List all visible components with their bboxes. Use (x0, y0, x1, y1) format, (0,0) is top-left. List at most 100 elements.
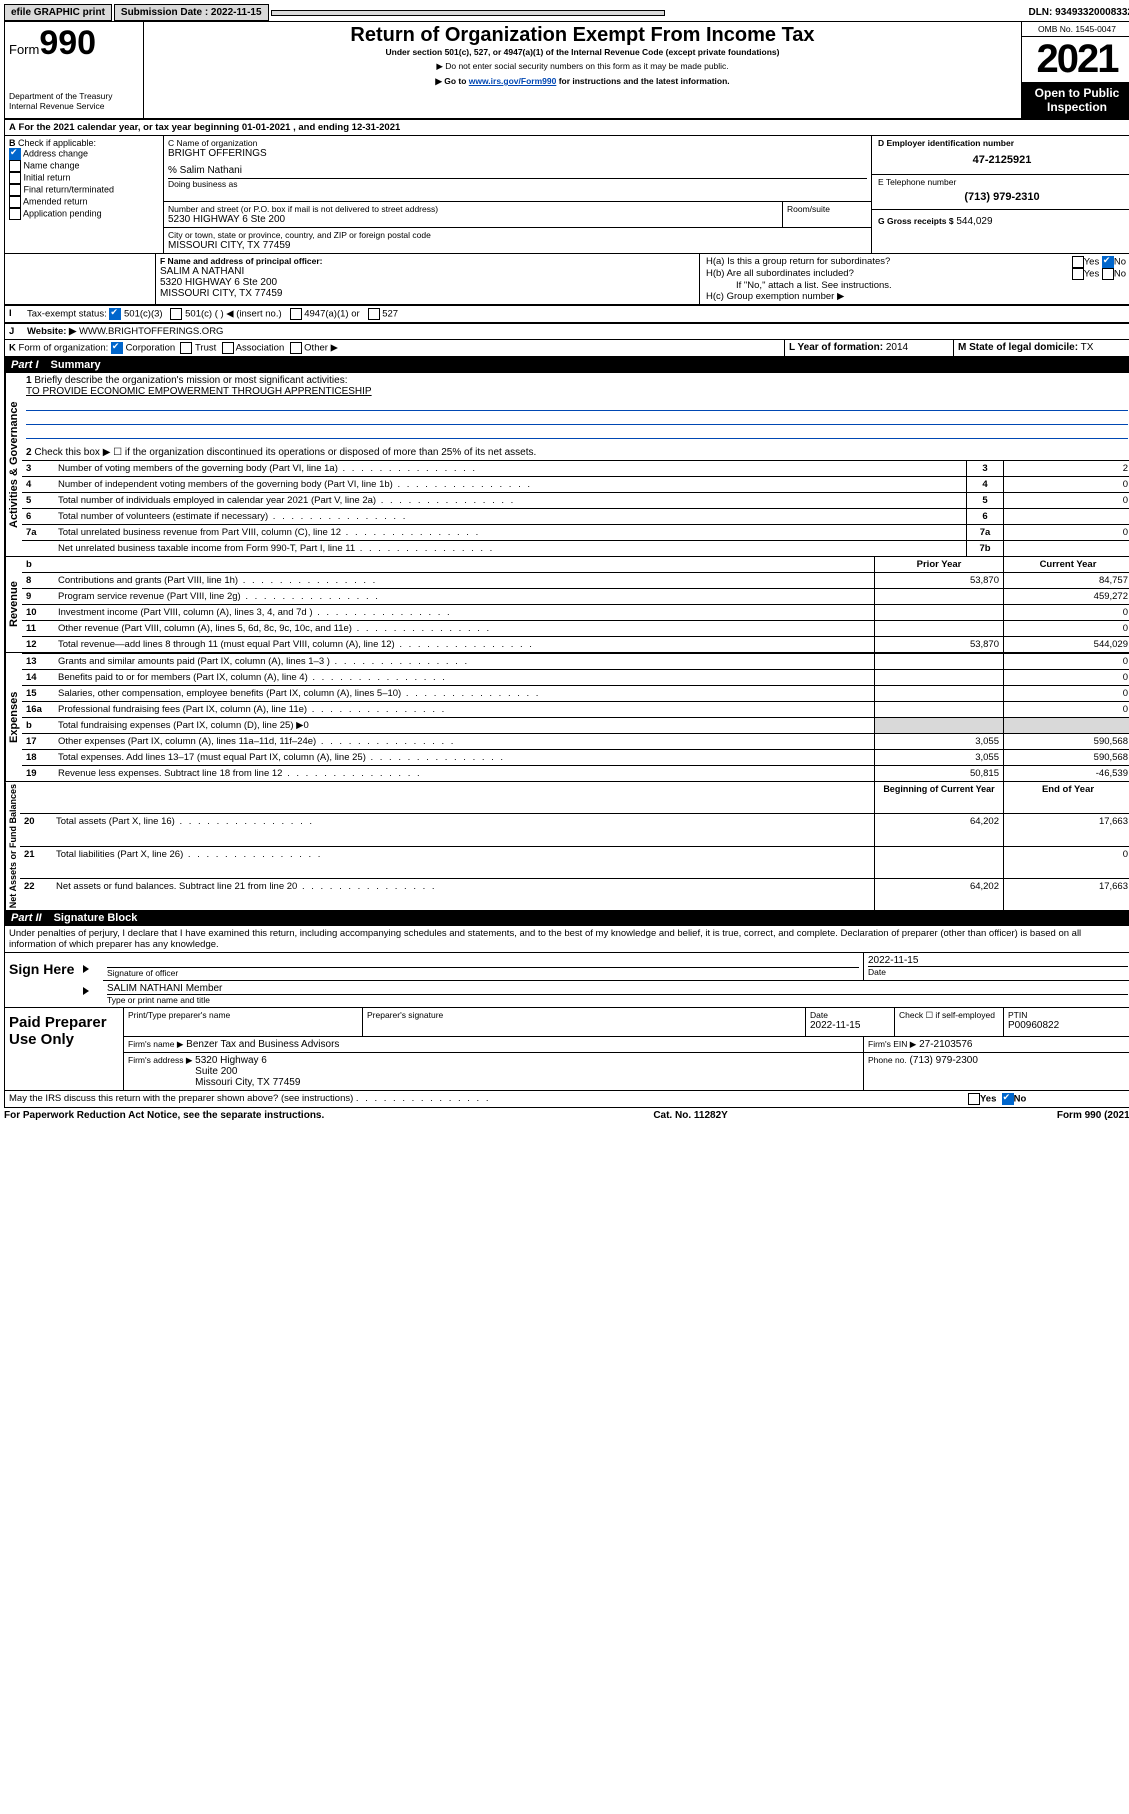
col-d-right: D Employer identification number 47-2125… (871, 136, 1129, 253)
table-row: 15Salaries, other compensation, employee… (22, 686, 1129, 702)
street-val: 5230 HIGHWAY 6 Ste 200 (168, 214, 778, 225)
sign-arrow-icon-2 (83, 987, 89, 995)
mission-text: TO PROVIDE ECONOMIC EMPOWERMENT THROUGH … (26, 386, 1128, 397)
table-row: 22Net assets or fund balances. Subtract … (20, 879, 1129, 911)
dept-label: Department of the Treasury Internal Reve… (9, 91, 139, 111)
sign-arrow-icon (83, 965, 89, 973)
may-no[interactable] (1002, 1093, 1014, 1105)
sign-here-label: Sign Here (5, 953, 83, 1007)
phone-lbl-e: E Telephone number (878, 177, 1126, 187)
part2-header: Part II Signature Block (5, 910, 1129, 926)
table-row: 9Program service revenue (Part VIII, lin… (22, 589, 1129, 605)
room-lbl: Room/suite (787, 204, 867, 214)
k-trust[interactable] (180, 342, 192, 354)
table-row: 10Investment income (Part VIII, column (… (22, 605, 1129, 621)
table-row: 5Total number of individuals employed in… (22, 493, 1129, 509)
check-app-pending[interactable] (9, 208, 21, 220)
form-label: Form (9, 42, 39, 57)
irs-link[interactable]: www.irs.gov/Form990 (469, 76, 557, 86)
line-m: M State of legal domicile: TX (953, 340, 1129, 356)
care-of: % Salim Nathani (168, 165, 867, 176)
line-i: I Tax-exempt status: 501(c)(3) 501(c) ( … (5, 305, 1129, 323)
k-other[interactable] (290, 342, 302, 354)
vlabel-rev: Revenue (5, 557, 22, 652)
line-k: K Form of organization: Corporation Trus… (5, 340, 784, 356)
sig-officer-lbl: Signature of officer (107, 967, 859, 978)
dba-lbl: Doing business as (168, 178, 867, 189)
page-footer: For Paperwork Reduction Act Notice, see … (4, 1108, 1129, 1123)
paid-preparer-label: Paid Preparer Use Only (5, 1008, 123, 1090)
table-row: 16aProfessional fundraising fees (Part I… (22, 702, 1129, 718)
hb-yes[interactable] (1072, 268, 1084, 280)
blank-btn (271, 10, 665, 16)
c-name-lbl: C Name of organization (168, 138, 867, 148)
vlabel-exp: Expenses (5, 653, 22, 781)
ein-val: 47-2125921 (878, 148, 1126, 172)
table-row: 17Other expenses (Part IX, column (A), l… (22, 734, 1129, 750)
efile-btn[interactable]: efile GRAPHIC print (4, 4, 112, 21)
sig-date-lbl: Date (868, 966, 1128, 977)
table-row: Net unrelated business taxable income fr… (22, 541, 1129, 557)
may-discuss: May the IRS discuss this return with the… (5, 1090, 1129, 1107)
col-c-org: C Name of organization BRIGHT OFFERINGS … (164, 136, 871, 253)
check-initial-return[interactable] (9, 172, 21, 184)
table-row: 18Total expenses. Add lines 13–17 (must … (22, 750, 1129, 766)
submission-date-btn[interactable]: Submission Date : 2022-11-15 (114, 4, 269, 21)
form-id-cell: Form990 Department of the Treasury Inter… (5, 22, 144, 118)
i-501c[interactable] (170, 308, 182, 320)
org-name: BRIGHT OFFERINGS (168, 148, 867, 159)
sig-date-val: 2022-11-15 (868, 955, 1128, 966)
i-527[interactable] (368, 308, 380, 320)
part1-header: Part I Summary (5, 357, 1129, 373)
table-row: 7aTotal unrelated business revenue from … (22, 525, 1129, 541)
k-assoc[interactable] (222, 342, 234, 354)
check-amended[interactable] (9, 196, 21, 208)
check-address-change[interactable] (9, 148, 21, 160)
declaration: Under penalties of perjury, I declare th… (5, 926, 1129, 952)
footer-right: Form 990 (2021) (1057, 1110, 1129, 1121)
k-corp[interactable] (111, 342, 123, 354)
sig-name-lbl: Type or print name and title (107, 994, 1128, 1005)
form-container: Form990 Department of the Treasury Inter… (4, 21, 1129, 1108)
line-l: L Year of formation: 2014 (784, 340, 953, 356)
tax-year: 2021 (1022, 37, 1129, 82)
table-row: 14Benefits paid to or for members (Part … (22, 670, 1129, 686)
ein-lbl: D Employer identification number (878, 138, 1126, 148)
ha-yes[interactable] (1072, 256, 1084, 268)
vlabel-net: Net Assets or Fund Balances (5, 782, 20, 910)
street-lbl: Number and street (or P.O. box if mail i… (168, 204, 778, 214)
omb-label: OMB No. 1545-0047 (1022, 22, 1129, 37)
open-to-public: Open to Public Inspection (1022, 82, 1129, 118)
dln-label: DLN: 93493320008332 (1028, 7, 1129, 18)
i-501c3[interactable] (109, 308, 121, 320)
table-row: bTotal fundraising expenses (Part IX, co… (22, 718, 1129, 734)
vlabel-gov: Activities & Governance (5, 373, 22, 556)
table-row: 19Revenue less expenses. Subtract line 1… (22, 766, 1129, 782)
line-a: A For the 2021 calendar year, or tax yea… (5, 119, 1129, 136)
subtitle-2: ▶ Do not enter social security numbers o… (148, 61, 1017, 72)
header-title-cell: Return of Organization Exempt From Incom… (144, 22, 1021, 118)
line-j: J Website: ▶ WWW.BRIGHTOFFERINGS.ORG (5, 323, 1129, 340)
footer-left: For Paperwork Reduction Act Notice, see … (4, 1110, 324, 1121)
i-4947[interactable] (290, 308, 302, 320)
city-lbl: City or town, state or province, country… (168, 230, 867, 240)
exp-table: 13Grants and similar amounts paid (Part … (22, 653, 1129, 781)
rev-table: b Prior Year Current Year 8Contributions… (22, 557, 1129, 652)
check-final-return[interactable] (9, 184, 21, 196)
table-row: 3Number of voting members of the governi… (22, 461, 1129, 477)
table-row: 4Number of independent voting members of… (22, 477, 1129, 493)
phone-val-e: (713) 979-2310 (878, 187, 1126, 207)
form-number: 990 (39, 24, 96, 62)
subtitle-3: ▶ Go to www.irs.gov/Form990 for instruct… (148, 76, 1017, 87)
footer-mid: Cat. No. 11282Y (653, 1110, 727, 1121)
check-name-change[interactable] (9, 160, 21, 172)
table-row: 8Contributions and grants (Part VIII, li… (22, 573, 1129, 589)
may-yes[interactable] (968, 1093, 980, 1105)
gross-val: 544,029 (956, 216, 992, 227)
hb-no[interactable] (1102, 268, 1114, 280)
table-row: 21Total liabilities (Part X, line 26)0 (20, 846, 1129, 879)
table-row: 20Total assets (Part X, line 16)64,20217… (20, 814, 1129, 847)
form-title: Return of Organization Exempt From Incom… (148, 24, 1017, 47)
net-table: Beginning of Current Year End of Year 20… (20, 782, 1129, 910)
ha-no[interactable] (1102, 256, 1114, 268)
